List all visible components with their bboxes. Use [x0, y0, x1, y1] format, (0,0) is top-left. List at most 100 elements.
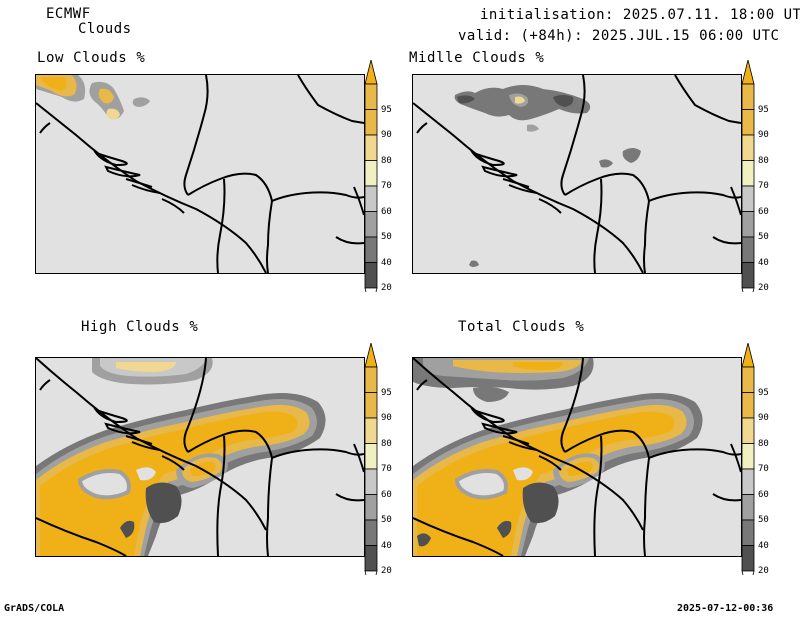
colorbar-label: 90	[381, 130, 392, 140]
coastline-low	[36, 75, 364, 273]
colorbar-svg	[741, 342, 755, 596]
colorbar-segment	[741, 545, 755, 572]
colorbar-svg	[364, 342, 378, 596]
colorbar-segment	[741, 262, 755, 289]
map-panel-total	[412, 357, 742, 557]
colorbar-segment	[364, 134, 378, 161]
colorbar-label: 60	[381, 489, 392, 500]
colorbar-label: 70	[758, 464, 769, 474]
colorbar-segment	[364, 109, 378, 136]
colorbar-segment	[741, 211, 755, 238]
colorbar-top-arrow	[364, 59, 378, 85]
colorbar-label: 60	[758, 489, 769, 500]
colorbar-segment	[364, 185, 378, 212]
colorbar-label: 50	[381, 232, 392, 242]
colorbar-label: 70	[758, 181, 769, 191]
map-panel-low	[35, 74, 365, 274]
colorbar-label: 70	[381, 464, 392, 474]
colorbar-segment	[741, 109, 755, 136]
colorbar-label: 40	[758, 540, 769, 551]
colorbar-label: 20	[758, 283, 769, 293]
colorbar-segment	[364, 417, 378, 444]
colorbar-segment	[364, 468, 378, 495]
coastline-high	[36, 358, 364, 556]
map-panel-high	[35, 357, 365, 557]
colorbar-segment	[364, 519, 378, 546]
colorbar-svg	[364, 59, 378, 313]
colorbar-segment	[364, 262, 378, 289]
valid-time: valid: (+84h): 2025.JUL.15 06:00 UTC	[458, 28, 780, 44]
colorbar-top-arrow	[364, 342, 378, 368]
colorbar-segment	[741, 83, 755, 110]
panel-title-high: High Clouds %	[81, 319, 199, 335]
colorbar-label: 80	[758, 155, 769, 166]
colorbar-label: 40	[758, 257, 769, 268]
colorbar-middle: 95 90 80 70 60 50 40 20	[740, 59, 780, 313]
field-name: Clouds	[78, 21, 132, 37]
coastline-middle	[413, 75, 741, 273]
colorbar-segment	[741, 443, 755, 470]
colorbar-label: 95	[758, 104, 769, 115]
colorbar-top-arrow	[741, 342, 755, 368]
colorbar-label: 40	[381, 257, 392, 268]
colorbar-label: 70	[381, 181, 392, 191]
colorbar-segment	[741, 134, 755, 161]
colorbar-high: 95 90 80 70 60 50 40 20	[363, 342, 403, 596]
colorbar-segment	[741, 494, 755, 521]
colorbar-bottom-arrow	[364, 287, 378, 313]
panel-title-middle: Midlle Clouds %	[409, 50, 545, 66]
colorbar-label: 50	[758, 515, 769, 525]
colorbar-segment	[741, 417, 755, 444]
colorbar-segment	[364, 443, 378, 470]
colorbar-label: 95	[381, 104, 392, 115]
colorbar-label: 80	[381, 438, 392, 449]
colorbar-segment	[741, 519, 755, 546]
colorbar-label: 20	[758, 566, 769, 576]
colorbar-label: 20	[381, 283, 392, 293]
colorbar-label: 90	[381, 413, 392, 423]
map-panel-middle	[412, 74, 742, 274]
colorbar-label: 20	[381, 566, 392, 576]
model-name: ECMWF	[46, 6, 91, 22]
colorbar-segment	[741, 468, 755, 495]
colorbar-segment	[364, 392, 378, 419]
footer-software: GrADS/COLA	[4, 603, 65, 614]
colorbar-low: 95 90 80 70 60 50 40 20	[363, 59, 403, 313]
colorbar-label: 90	[758, 413, 769, 423]
colorbar-bottom-arrow	[364, 570, 378, 596]
colorbar-segment	[741, 185, 755, 212]
colorbar-segment	[364, 545, 378, 572]
colorbar-top-arrow	[741, 59, 755, 85]
footer-timestamp: 2025-07-12-00:36	[677, 603, 774, 614]
colorbar-segment	[364, 236, 378, 263]
map-high	[36, 358, 364, 556]
colorbar-label: 95	[381, 387, 392, 398]
colorbar-label: 50	[758, 232, 769, 242]
colorbar-segment	[364, 160, 378, 187]
init-time: initialisation: 2025.07.11. 18:00 UTC	[480, 7, 800, 23]
colorbar-label: 60	[381, 206, 392, 217]
colorbar-segment	[364, 83, 378, 110]
colorbar-segment	[741, 392, 755, 419]
map-middle	[413, 75, 741, 273]
colorbar-segment	[741, 160, 755, 187]
colorbar-label: 90	[758, 130, 769, 140]
colorbar-segment	[364, 494, 378, 521]
colorbar-label: 80	[381, 155, 392, 166]
colorbar-segment	[364, 211, 378, 238]
colorbar-svg	[741, 59, 755, 313]
panel-title-total: Total Clouds %	[458, 319, 585, 335]
colorbar-total: 95 90 80 70 60 50 40 20	[740, 342, 780, 596]
panel-title-low: Low Clouds %	[37, 50, 146, 66]
colorbar-segment	[741, 366, 755, 393]
coastline-total	[413, 358, 741, 556]
colorbar-bottom-arrow	[741, 287, 755, 313]
colorbar-label: 95	[758, 387, 769, 398]
colorbar-bottom-arrow	[741, 570, 755, 596]
colorbar-label: 40	[381, 540, 392, 551]
map-low	[36, 75, 364, 273]
colorbar-segment	[364, 366, 378, 393]
colorbar-label: 80	[758, 438, 769, 449]
map-total	[413, 358, 741, 556]
colorbar-label: 50	[381, 515, 392, 525]
